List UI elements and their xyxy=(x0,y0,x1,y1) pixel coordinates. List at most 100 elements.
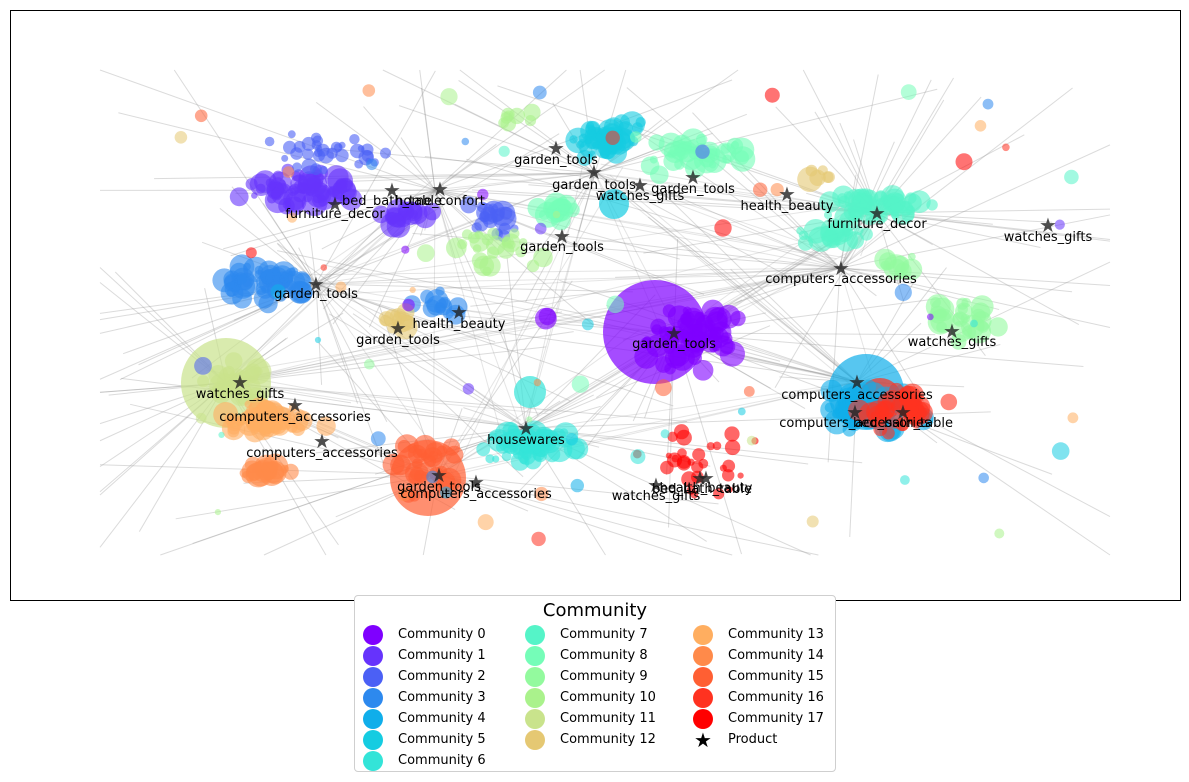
product-star-marker: ★ xyxy=(691,466,709,490)
community-node xyxy=(926,199,938,211)
community-node xyxy=(892,255,910,273)
network-edge xyxy=(876,212,1080,325)
product-star-marker: ★ xyxy=(868,201,886,225)
community-node xyxy=(293,272,312,291)
legend-color-swatch xyxy=(363,687,383,708)
network-edge xyxy=(315,283,323,385)
network-edge xyxy=(315,219,485,285)
product-star-marker: ★ xyxy=(846,400,864,424)
community-node xyxy=(281,154,289,162)
community-node xyxy=(387,322,399,334)
community-node xyxy=(523,103,541,121)
community-node xyxy=(297,171,322,195)
product-label: health_beauty xyxy=(660,481,753,496)
product-label: watches_gifts xyxy=(908,335,997,350)
community-node xyxy=(821,229,838,247)
network-edge xyxy=(500,320,527,429)
community-node xyxy=(213,402,239,427)
network-edge xyxy=(434,143,497,191)
community-node xyxy=(722,469,735,482)
community-node xyxy=(310,163,322,176)
community-node xyxy=(533,378,542,387)
community-node xyxy=(349,134,360,145)
network-edge xyxy=(594,172,851,385)
product-label: watches_gifts xyxy=(196,387,285,402)
legend-color-swatch xyxy=(693,708,713,729)
network-edge xyxy=(839,213,902,269)
community-node xyxy=(364,358,375,370)
community-node xyxy=(753,182,768,197)
network-edge xyxy=(205,267,841,388)
community-node xyxy=(691,470,704,484)
community-node xyxy=(362,84,376,97)
network-edge xyxy=(839,144,1111,269)
network-edge xyxy=(528,184,878,214)
product-label: garden_tools xyxy=(356,333,440,348)
community-node xyxy=(335,148,349,163)
network-edge xyxy=(839,87,1073,269)
community-node xyxy=(960,313,970,324)
community-node xyxy=(890,211,900,220)
legend-color-swatch xyxy=(525,624,545,645)
community-node xyxy=(514,376,546,408)
community-node xyxy=(1002,143,1010,152)
network-edge xyxy=(154,172,596,180)
community-node xyxy=(263,460,287,485)
network-edge xyxy=(773,267,841,285)
community-node xyxy=(488,432,498,442)
network-edge xyxy=(548,233,841,269)
product-label-layer: garden_toolsgarden_toolswatches_giftsgar… xyxy=(196,153,1093,504)
community-node xyxy=(719,341,745,367)
network-edge xyxy=(225,382,550,415)
community-node xyxy=(599,189,629,219)
community-node xyxy=(676,429,692,446)
legend-color-swatch xyxy=(363,729,383,750)
community-node xyxy=(671,454,680,463)
community-node xyxy=(663,141,686,163)
product-star-marker: ★ xyxy=(467,470,485,494)
community-node xyxy=(174,131,188,144)
community-node xyxy=(1064,169,1079,185)
community-node xyxy=(581,318,594,331)
network-edge xyxy=(654,184,858,383)
community-node xyxy=(848,206,856,215)
network-edge xyxy=(538,381,858,430)
community-node xyxy=(282,200,292,209)
network-edge xyxy=(594,172,801,284)
product-star-marker: ★ xyxy=(943,319,961,343)
community-node xyxy=(380,212,406,238)
community-node xyxy=(406,209,415,218)
network-edge xyxy=(315,70,436,285)
network-edge xyxy=(315,283,522,421)
network-edge xyxy=(437,474,819,556)
network-edge xyxy=(839,267,925,402)
community-node xyxy=(224,281,240,297)
community-node xyxy=(695,144,710,159)
community-node xyxy=(712,441,722,451)
network-edge xyxy=(315,225,393,285)
product-label: furniture_decor xyxy=(827,217,927,232)
legend-entry-label: Community 15 xyxy=(728,669,824,684)
community-node xyxy=(405,461,429,486)
legend-entry-label: Community 4 xyxy=(398,711,486,726)
network-edge xyxy=(315,283,326,287)
network-edge xyxy=(315,283,384,464)
product-label: computers_accessories xyxy=(765,272,917,287)
community-node xyxy=(320,264,328,271)
community-node xyxy=(519,238,528,247)
community-node xyxy=(664,346,687,369)
community-node xyxy=(821,171,834,184)
community-node xyxy=(605,130,620,145)
product-star-marker: ★ xyxy=(286,393,304,417)
community-node xyxy=(650,165,669,185)
legend-color-swatch xyxy=(525,645,545,666)
community-node xyxy=(534,486,549,502)
community-node xyxy=(485,454,495,464)
community-node xyxy=(409,286,416,293)
network-edge xyxy=(305,172,596,287)
community-node xyxy=(722,459,736,473)
network-edge xyxy=(225,331,574,384)
community-node xyxy=(988,317,1008,337)
community-node xyxy=(416,448,427,458)
community-node xyxy=(312,135,324,147)
